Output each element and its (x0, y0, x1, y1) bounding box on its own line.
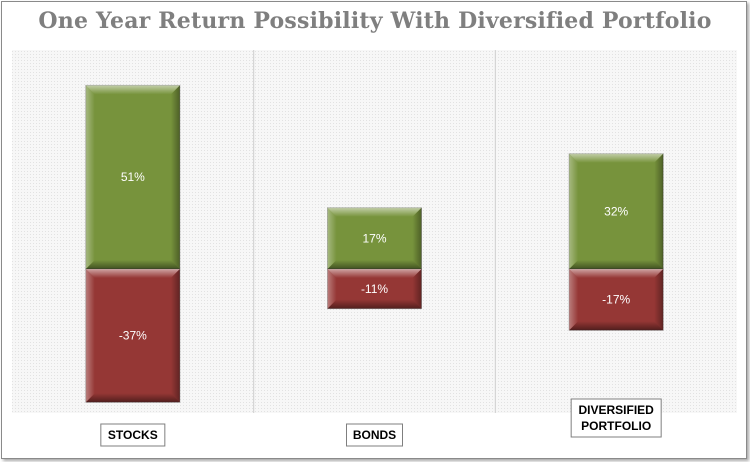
category-label: DIVERSIFIED PORTFOLIO (570, 398, 662, 438)
bar-loss-bevel-bottom (327, 299, 422, 309)
data-label-gain: 51% (121, 170, 145, 184)
bar-gain-bevel-bottom (327, 260, 422, 269)
bar-loss-bevel-left (327, 269, 337, 309)
category-label-box (100, 423, 166, 447)
bar-gain-bevel-bottom (569, 260, 664, 269)
category-label-box (346, 423, 403, 447)
bar-loss-bevel-right (412, 269, 422, 309)
bar-gain-bevel-top (569, 153, 664, 163)
category-label-box (570, 398, 662, 438)
bar-gain-bevel-right (170, 85, 180, 270)
bar-loss-bevel-bottom (569, 321, 664, 331)
category-label-text: PORTFOLIO (581, 419, 651, 433)
data-label-loss: -37% (119, 329, 147, 343)
bar-loss-bevel-left (85, 269, 95, 403)
category-label-text: DIVERSIFIED (578, 403, 654, 417)
bar-gain-bevel-top (85, 85, 180, 95)
data-label-gain: 32% (604, 204, 628, 218)
bar-loss (327, 268, 422, 310)
bar-loss-bevel-top (85, 269, 180, 278)
category-label-text: BONDS (353, 428, 396, 442)
bar-loss (568, 268, 664, 331)
data-label-loss: -11% (361, 282, 388, 296)
bar-gain-bevel-left (327, 207, 337, 269)
bar-loss-bevel-bottom (85, 393, 180, 403)
bar-loss (85, 268, 181, 403)
chart-title: One Year Return Possibility With Diversi… (38, 8, 712, 34)
data-label-loss: -17% (602, 293, 630, 307)
bar-gain-bevel-left (569, 153, 579, 269)
bar-gain-bevel-bottom (85, 260, 180, 269)
bar-loss-bevel-right (170, 269, 180, 403)
category-label-text: STOCKS (108, 428, 158, 442)
data-label-gain: 17% (362, 231, 386, 245)
category-label: BONDS (346, 423, 403, 447)
bar-gain-bevel-left (85, 85, 95, 270)
bar-gain-bevel-top (327, 207, 422, 217)
bar-gain-body (85, 84, 181, 270)
bar-gain (568, 153, 664, 270)
bar-loss-body (85, 268, 181, 403)
bar-loss-bevel-top (569, 269, 664, 278)
category-label: STOCKS (100, 423, 166, 447)
bar-gain-bevel-right (654, 153, 664, 269)
bar-gain (85, 84, 181, 270)
labels-group: 51% -37% STOCKS 17% -11% BONDS 32% -17% DIVERSIF… (100, 170, 662, 447)
bar-loss-bevel-left (569, 269, 579, 331)
bars-group (85, 84, 664, 403)
bar-loss-bevel-right (654, 269, 664, 331)
bar-loss-bevel-top (327, 269, 422, 278)
bar-gain-bevel-right (412, 207, 422, 269)
bar-gain (327, 207, 422, 270)
